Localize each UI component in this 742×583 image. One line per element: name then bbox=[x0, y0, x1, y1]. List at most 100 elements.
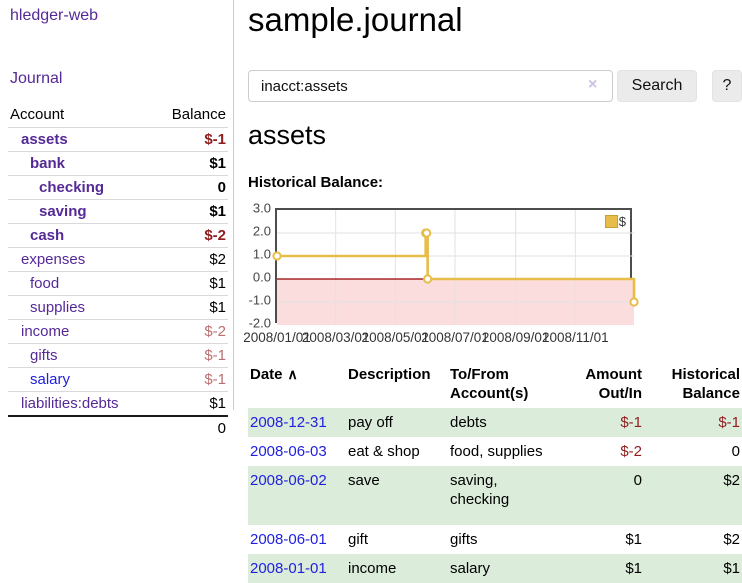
account-balance: $1 bbox=[158, 295, 228, 320]
transaction-accounts: gifts bbox=[450, 531, 478, 548]
transaction-description: eat & shop bbox=[348, 443, 420, 460]
search-input[interactable] bbox=[248, 70, 613, 102]
help-button[interactable]: ? bbox=[712, 70, 742, 102]
sidebar-item-journal[interactable]: Journal bbox=[10, 70, 63, 87]
account-row-assets: assets $-1 bbox=[8, 127, 228, 152]
account-row-bank: bank $1 bbox=[8, 151, 228, 176]
account-row-salary: salary $-1 bbox=[8, 367, 228, 392]
account-link-checking[interactable]: checking bbox=[39, 179, 105, 196]
accounts-total-value: 0 bbox=[158, 415, 228, 440]
transaction-amount: $-2 bbox=[620, 443, 642, 460]
accounts-total-row: 0 bbox=[8, 415, 228, 440]
account-link-food[interactable]: food bbox=[30, 275, 60, 292]
y-tick-label: -1.0 bbox=[248, 292, 271, 308]
transaction-date-link[interactable]: 2008-06-01 bbox=[250, 531, 327, 548]
transaction-balance: 0 bbox=[731, 443, 740, 460]
accounts-col-balance: Balance bbox=[171, 106, 226, 123]
register-row: 2008-12-31 pay off debts $-1 $-1 bbox=[248, 408, 742, 437]
accounts-table: Account Balance assets $-1 bank $1 check… bbox=[8, 103, 228, 440]
y-tick-label: 1.0 bbox=[252, 246, 271, 262]
account-balance: $-1 bbox=[158, 127, 228, 152]
register-row: 2008-06-01 gift gifts $1 $2 bbox=[248, 525, 742, 554]
account-row-saving: saving $1 bbox=[8, 199, 228, 224]
chart-title: Historical Balance: bbox=[248, 174, 384, 191]
account-link-liabilities-debts[interactable]: liabilities:debts bbox=[21, 395, 119, 412]
y-tick-label: 0.0 bbox=[252, 269, 271, 285]
transaction-balance: $-1 bbox=[644, 408, 742, 437]
account-link-income[interactable]: income bbox=[21, 323, 70, 340]
col-amount: Amount Out/In bbox=[585, 366, 642, 402]
account-row-checking: checking 0 bbox=[8, 175, 228, 200]
account-balance: $-1 bbox=[158, 343, 228, 368]
y-tick-label: 2.0 bbox=[252, 223, 271, 239]
accounts-header-row: Account Balance bbox=[8, 103, 228, 128]
transaction-date-link[interactable]: 2008-12-31 bbox=[250, 414, 327, 431]
account-balance: $-2 bbox=[158, 223, 228, 248]
account-link-supplies[interactable]: supplies bbox=[30, 299, 86, 316]
x-tick-label: 2008/01/01 bbox=[243, 330, 311, 345]
transaction-date-link[interactable]: 2008-06-02 bbox=[250, 472, 327, 489]
register-table: Date ∧ Description To/From Account(s) Amo… bbox=[248, 363, 742, 583]
y-tick-label: 3.0 bbox=[252, 200, 271, 216]
account-link-cash[interactable]: cash bbox=[30, 227, 65, 244]
transaction-balance: $2 bbox=[644, 466, 742, 525]
series-label: $ bbox=[618, 214, 626, 229]
account-balance: $-1 bbox=[158, 367, 228, 392]
account-link-saving[interactable]: saving bbox=[39, 203, 87, 220]
transaction-amount: $-1 bbox=[556, 408, 644, 437]
transaction-amount: $1 bbox=[625, 531, 642, 548]
account-balance: $1 bbox=[158, 391, 228, 416]
sort-asc-icon: ∧ bbox=[287, 366, 298, 382]
app-title-link[interactable]: hledger-web bbox=[10, 7, 99, 24]
x-tick-label: 2008/07/01 bbox=[421, 330, 489, 345]
transaction-date-link[interactable]: 2008-01-01 bbox=[250, 560, 327, 577]
x-tick-label: 2008/09/01 bbox=[481, 330, 550, 345]
x-tick-label: 2008/11/01 bbox=[542, 330, 609, 345]
series-color-swatch bbox=[604, 215, 618, 228]
account-balance: $2 bbox=[158, 247, 228, 272]
sidebar: hledger-web Journal Account Balance asse… bbox=[0, 0, 233, 582]
transaction-balance: $1 bbox=[644, 554, 742, 583]
balance-chart: 3.0 2.0 1.0 0.0 -1.0 -2.0 $ 2008/01/01 2008/03… bbox=[243, 200, 742, 350]
main-content: sample.journal × Search ? assets Histori… bbox=[243, 0, 742, 583]
account-link-expenses[interactable]: expenses bbox=[21, 251, 86, 268]
account-link-assets[interactable]: assets bbox=[21, 131, 68, 148]
transaction-description: pay off bbox=[346, 408, 448, 437]
account-row-liabilities-debts: liabilities:debts $1 bbox=[8, 391, 228, 416]
plot-canvas bbox=[272, 210, 639, 325]
account-row-expenses: expenses $2 bbox=[8, 247, 228, 272]
x-tick-label: 2008/03/01 bbox=[301, 330, 370, 345]
transaction-description: save bbox=[346, 466, 448, 525]
account-balance: $-2 bbox=[158, 319, 228, 344]
register-row: 2008-01-01 income salary $1 $1 bbox=[248, 554, 742, 583]
account-row-income: income $-2 bbox=[8, 319, 228, 344]
col-balance: Historical Balance bbox=[671, 366, 740, 402]
account-balance: $1 bbox=[158, 271, 228, 296]
transaction-accounts: salary bbox=[448, 554, 556, 583]
plot-area: $ bbox=[272, 208, 639, 325]
transaction-date-link[interactable]: 2008-06-03 bbox=[250, 443, 327, 460]
transaction-description: income bbox=[346, 554, 448, 583]
account-link-salary[interactable]: salary bbox=[30, 371, 71, 388]
clear-search-icon[interactable]: × bbox=[588, 76, 598, 93]
transaction-amount: 0 bbox=[556, 466, 644, 525]
account-link-bank[interactable]: bank bbox=[30, 155, 66, 172]
transaction-accounts: debts bbox=[448, 408, 556, 437]
col-date-label: Date bbox=[250, 366, 283, 383]
sidebar-divider bbox=[233, 0, 234, 410]
chart-legend: $ bbox=[604, 214, 626, 229]
transaction-description: gift bbox=[348, 531, 369, 548]
register-row: 2008-06-03 eat & shop food, supplies $-2… bbox=[248, 437, 742, 466]
account-balance: $1 bbox=[158, 199, 228, 224]
col-date-sort[interactable]: Date ∧ bbox=[248, 363, 346, 408]
register-row: 2008-06-02 save saving, checking 0 $2 bbox=[248, 466, 742, 525]
transaction-amount: $1 bbox=[556, 554, 644, 583]
account-row-supplies: supplies $1 bbox=[8, 295, 228, 320]
transaction-accounts: food, supplies bbox=[450, 443, 543, 460]
accounts-col-account: Account bbox=[10, 106, 65, 123]
search-button[interactable]: Search bbox=[617, 70, 697, 102]
account-link-gifts[interactable]: gifts bbox=[30, 347, 58, 364]
account-heading: assets bbox=[248, 120, 327, 150]
x-tick-label: 2008/05/01 bbox=[361, 330, 430, 345]
account-row-food: food $1 bbox=[8, 271, 228, 296]
